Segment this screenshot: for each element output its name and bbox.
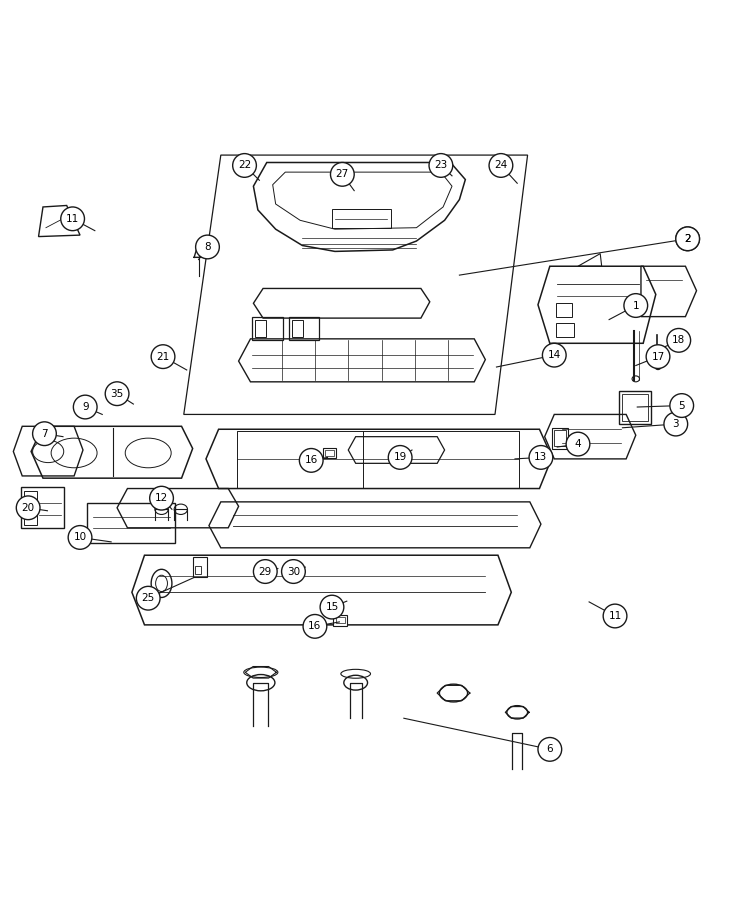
Circle shape [320, 595, 344, 619]
Text: 2: 2 [685, 234, 691, 244]
Text: 7: 7 [41, 428, 47, 438]
Circle shape [233, 154, 256, 177]
Circle shape [624, 293, 648, 318]
Text: 11: 11 [66, 214, 79, 224]
Circle shape [676, 227, 700, 251]
Circle shape [73, 395, 97, 419]
Bar [554, 430, 566, 446]
Circle shape [489, 154, 513, 177]
Bar [289, 317, 319, 340]
Circle shape [667, 328, 691, 352]
Bar [552, 428, 568, 448]
Text: 35: 35 [110, 389, 124, 399]
Circle shape [429, 154, 453, 177]
Bar [336, 617, 345, 624]
Text: 24: 24 [494, 160, 508, 170]
Bar [195, 565, 201, 574]
Text: 29: 29 [259, 566, 272, 577]
Circle shape [150, 486, 173, 510]
Text: 5: 5 [679, 400, 685, 410]
Text: 10: 10 [73, 533, 87, 543]
Circle shape [664, 412, 688, 436]
Text: 16: 16 [305, 455, 318, 465]
Text: 17: 17 [651, 352, 665, 362]
Text: 19: 19 [393, 453, 407, 463]
Text: 23: 23 [434, 160, 448, 170]
Bar [333, 616, 347, 625]
Text: 13: 13 [534, 453, 548, 463]
Circle shape [303, 615, 327, 638]
Bar [255, 320, 266, 338]
Text: 2: 2 [685, 234, 691, 244]
Circle shape [196, 235, 219, 259]
Circle shape [16, 496, 40, 519]
Circle shape [33, 422, 56, 446]
Circle shape [61, 207, 84, 230]
Text: 8: 8 [205, 242, 210, 252]
Text: 25: 25 [142, 593, 155, 603]
Text: 18: 18 [672, 336, 685, 346]
Circle shape [330, 163, 354, 186]
Text: 15: 15 [325, 602, 339, 612]
Bar [325, 450, 334, 456]
Text: 22: 22 [238, 160, 251, 170]
Circle shape [603, 604, 627, 628]
Bar [292, 320, 303, 338]
Circle shape [105, 382, 129, 406]
Text: 3: 3 [673, 419, 679, 429]
Text: 4: 4 [575, 439, 581, 449]
Circle shape [282, 560, 305, 583]
Text: 30: 30 [287, 566, 300, 577]
Text: 12: 12 [155, 493, 168, 503]
Circle shape [253, 560, 277, 583]
Circle shape [670, 393, 694, 418]
Bar [21, 487, 64, 527]
Circle shape [299, 448, 323, 472]
Circle shape [68, 526, 92, 549]
Text: 16: 16 [308, 621, 322, 632]
Bar [193, 557, 207, 578]
Bar [332, 209, 391, 228]
Text: 9: 9 [82, 402, 88, 412]
Bar [87, 503, 175, 544]
Text: 1: 1 [633, 301, 639, 310]
Bar [323, 448, 336, 458]
Text: 21: 21 [156, 352, 170, 362]
Circle shape [566, 432, 590, 456]
Text: 6: 6 [547, 744, 553, 754]
Circle shape [676, 227, 700, 251]
Text: 27: 27 [336, 169, 349, 179]
Bar [556, 303, 572, 317]
Text: 14: 14 [548, 350, 561, 360]
Bar [24, 491, 37, 525]
Circle shape [538, 737, 562, 761]
Bar [619, 392, 651, 424]
Bar [622, 394, 648, 421]
Text: 11: 11 [608, 611, 622, 621]
Circle shape [136, 586, 160, 610]
Circle shape [646, 345, 670, 368]
Circle shape [529, 446, 553, 469]
Circle shape [542, 343, 566, 367]
Bar [252, 317, 283, 340]
Bar [556, 322, 574, 338]
Circle shape [151, 345, 175, 368]
Circle shape [388, 446, 412, 469]
Text: 20: 20 [21, 503, 35, 513]
